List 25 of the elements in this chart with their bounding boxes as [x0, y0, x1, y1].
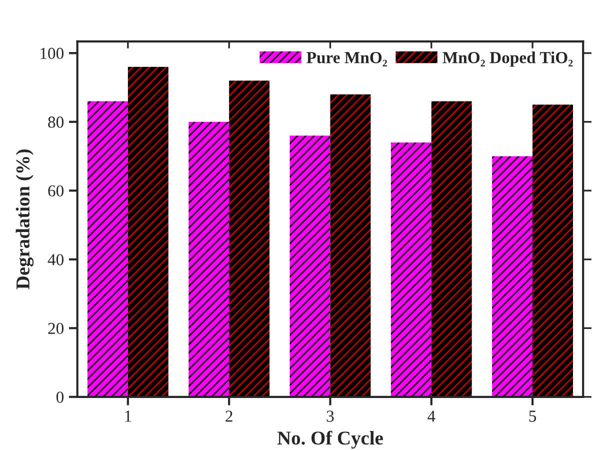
bar — [229, 80, 270, 397]
legend-label: Pure MnO₂ — [306, 52, 387, 66]
x-tick-label: 4 — [428, 410, 436, 422]
x-tick-label: 3 — [326, 410, 334, 422]
bar — [532, 104, 573, 397]
bar — [330, 94, 371, 397]
y-axis-title: Degradation (%) — [16, 150, 34, 290]
x-tick-label: 1 — [125, 410, 132, 422]
y-tick-label: 20 — [48, 322, 64, 334]
y-tick-label: 80 — [48, 116, 64, 128]
legend-label: MnO₂ Doped TiO₂ — [442, 52, 573, 67]
bar — [431, 101, 472, 397]
bar — [128, 66, 168, 397]
x-tick-label: 2 — [226, 410, 232, 422]
bar — [188, 122, 230, 397]
bar — [87, 101, 128, 397]
y-tick-label: 100 — [40, 48, 64, 60]
x-tick-label: 5 — [529, 410, 536, 422]
bar — [290, 136, 330, 397]
bar — [390, 142, 432, 397]
y-tick-label: 40 — [48, 254, 64, 266]
y-tick-label: 0 — [56, 392, 64, 403]
y-tick-label: 60 — [48, 185, 64, 197]
x-axis-title: No. Of Cycle — [277, 430, 383, 449]
bar — [492, 156, 533, 397]
